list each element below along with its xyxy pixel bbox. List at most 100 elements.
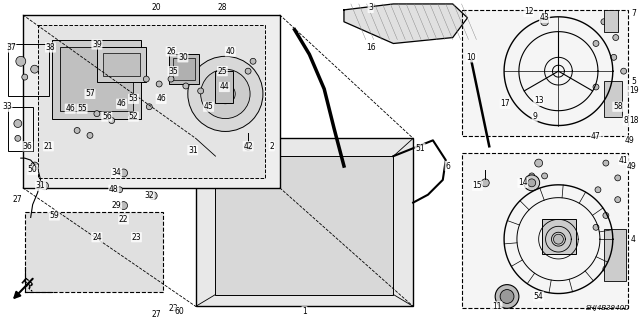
Bar	[196, 138, 413, 306]
Circle shape	[611, 54, 617, 60]
Text: 42: 42	[243, 142, 253, 151]
Circle shape	[15, 135, 20, 141]
Text: 54: 54	[534, 292, 543, 301]
Circle shape	[79, 106, 85, 112]
Circle shape	[612, 34, 619, 41]
Text: 43: 43	[540, 13, 550, 22]
Text: 10: 10	[467, 53, 476, 62]
Text: 46: 46	[116, 99, 127, 108]
Text: 46: 46	[156, 94, 166, 103]
Circle shape	[495, 285, 519, 308]
Circle shape	[611, 252, 617, 258]
Text: 51: 51	[415, 144, 425, 153]
Circle shape	[216, 84, 236, 104]
Bar	[216, 71, 233, 103]
Text: 7: 7	[631, 9, 636, 18]
Text: 57: 57	[85, 89, 95, 98]
Circle shape	[120, 202, 127, 210]
Bar	[97, 48, 147, 82]
Circle shape	[603, 212, 609, 219]
Circle shape	[524, 175, 540, 191]
Text: 26: 26	[166, 47, 176, 56]
Circle shape	[31, 162, 38, 170]
Text: 1: 1	[302, 307, 307, 316]
Text: 50: 50	[28, 166, 38, 174]
Text: 36: 36	[23, 142, 33, 151]
Text: 2: 2	[269, 142, 274, 151]
Bar	[604, 10, 618, 32]
Circle shape	[156, 81, 162, 87]
Text: 44: 44	[220, 83, 229, 92]
Text: 8: 8	[623, 116, 628, 125]
Text: 48: 48	[109, 185, 118, 194]
Text: 4: 4	[631, 235, 636, 244]
Circle shape	[188, 56, 263, 131]
Circle shape	[94, 111, 100, 117]
Text: 22: 22	[119, 215, 129, 224]
Circle shape	[603, 160, 609, 166]
Circle shape	[601, 19, 607, 25]
Bar	[461, 153, 628, 308]
Text: 27: 27	[152, 310, 161, 319]
Circle shape	[198, 88, 204, 94]
Text: 33: 33	[2, 102, 12, 111]
Circle shape	[14, 120, 22, 128]
Bar	[604, 81, 621, 117]
Circle shape	[541, 173, 548, 179]
Text: 11: 11	[492, 302, 502, 311]
Bar	[60, 48, 134, 111]
Text: 23: 23	[168, 304, 178, 313]
Text: 6: 6	[445, 161, 450, 171]
Circle shape	[593, 84, 599, 90]
Circle shape	[149, 192, 157, 200]
Circle shape	[593, 41, 599, 47]
Text: 18: 18	[628, 116, 638, 125]
Circle shape	[74, 128, 80, 133]
Text: 58: 58	[613, 102, 623, 111]
Text: 52: 52	[129, 112, 138, 121]
Text: 60: 60	[174, 307, 184, 316]
Circle shape	[31, 65, 38, 73]
Text: 31: 31	[188, 146, 198, 155]
Circle shape	[593, 224, 599, 230]
Text: 17: 17	[500, 99, 510, 108]
Text: 55: 55	[77, 104, 87, 113]
Circle shape	[595, 187, 601, 193]
Circle shape	[605, 96, 611, 102]
Text: 27: 27	[12, 195, 22, 204]
Text: 47: 47	[591, 132, 601, 141]
Bar	[8, 107, 33, 151]
Circle shape	[615, 175, 621, 181]
Text: 20: 20	[152, 4, 161, 12]
Text: 29: 29	[112, 201, 122, 210]
Circle shape	[109, 118, 115, 123]
Text: 32: 32	[145, 191, 154, 200]
Text: 16: 16	[366, 43, 376, 52]
Text: 24: 24	[92, 233, 102, 242]
Text: 39: 39	[92, 40, 102, 49]
Text: 56: 56	[102, 112, 111, 121]
Text: 46: 46	[65, 104, 75, 113]
Bar	[541, 219, 576, 254]
Text: 45: 45	[204, 102, 214, 111]
Text: 13: 13	[534, 96, 543, 105]
Circle shape	[250, 58, 256, 64]
Text: 30: 30	[178, 53, 188, 62]
Text: 3: 3	[368, 4, 373, 12]
Text: 34: 34	[112, 168, 122, 177]
Circle shape	[143, 76, 149, 82]
Text: 28: 28	[218, 4, 227, 12]
Circle shape	[534, 159, 543, 167]
Circle shape	[120, 169, 127, 177]
Polygon shape	[344, 4, 467, 43]
Circle shape	[16, 56, 26, 66]
Circle shape	[129, 112, 134, 118]
Circle shape	[116, 187, 123, 193]
Text: SHJ4B3940D: SHJ4B3940D	[586, 305, 630, 311]
Circle shape	[183, 83, 189, 89]
Text: 12: 12	[524, 7, 534, 16]
Circle shape	[541, 18, 548, 26]
Text: 49: 49	[627, 161, 636, 171]
Circle shape	[245, 68, 251, 74]
Text: 31: 31	[36, 181, 45, 190]
